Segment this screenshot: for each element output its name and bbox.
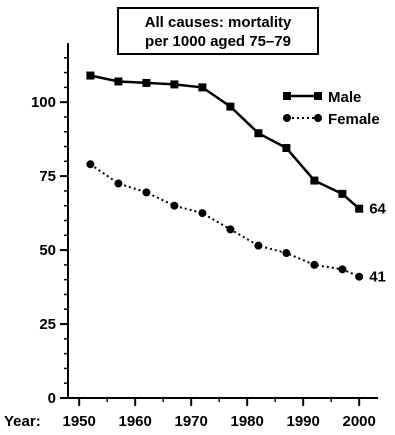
x-tick-label: 1950 bbox=[63, 413, 96, 430]
series-layer bbox=[86, 71, 364, 281]
male-data-point bbox=[282, 144, 291, 153]
x-tick-label: 1990 bbox=[287, 413, 320, 430]
female-data-point bbox=[355, 272, 364, 281]
x-axis-label: Year: bbox=[4, 413, 41, 430]
x-tick-label: 1960 bbox=[119, 413, 152, 430]
female-data-point bbox=[282, 249, 291, 258]
legend-male-marker-start bbox=[283, 92, 291, 100]
male-data-point bbox=[114, 77, 123, 86]
female-data-point bbox=[254, 241, 263, 250]
legend-female-marker-end bbox=[314, 114, 322, 122]
legend-male-marker-end bbox=[314, 92, 322, 100]
y-tick-label: 100 bbox=[31, 94, 56, 111]
female-data-point bbox=[226, 225, 235, 234]
male-data-point bbox=[338, 189, 347, 198]
female-data-point bbox=[198, 209, 207, 218]
female-data-point bbox=[170, 201, 179, 210]
female-data-point bbox=[338, 265, 347, 274]
legend-female-label: Female bbox=[328, 111, 380, 128]
y-tick-label: 0 bbox=[48, 390, 56, 407]
male-data-point bbox=[254, 129, 263, 138]
male-data-point bbox=[310, 176, 319, 185]
legend: Male Female bbox=[283, 89, 380, 128]
y-tick-label: 50 bbox=[39, 242, 56, 259]
female-series-line bbox=[89, 163, 360, 278]
chart-title-line-1: All causes: mortality bbox=[145, 14, 292, 31]
male-data-point bbox=[170, 80, 179, 89]
male-data-point bbox=[142, 78, 151, 87]
chart-title-line-2: per 1000 aged 75–79 bbox=[145, 33, 291, 50]
y-tick-label: 75 bbox=[39, 168, 56, 185]
legend-female-marker-start bbox=[283, 114, 291, 122]
title-box bbox=[117, 7, 319, 55]
male-data-point bbox=[86, 71, 95, 80]
x-tick-label: 1980 bbox=[231, 413, 264, 430]
male-data-point bbox=[355, 204, 364, 213]
x-tick-label: 2000 bbox=[343, 413, 376, 430]
y-tick-label: 25 bbox=[39, 316, 56, 333]
male-end-value-label: 64 bbox=[369, 201, 386, 218]
legend-male-label: Male bbox=[328, 89, 361, 106]
female-data-point bbox=[142, 188, 151, 197]
y-axis-ticks: 0 25 50 75 100 bbox=[31, 57, 68, 407]
x-tick-label: 1970 bbox=[175, 413, 208, 430]
female-data-point bbox=[310, 260, 319, 269]
female-data-point bbox=[114, 179, 123, 188]
male-data-point bbox=[198, 83, 207, 92]
male-data-point bbox=[226, 102, 235, 111]
x-axis-ticks: 1950 1960 1970 1980 1990 2000 bbox=[63, 398, 376, 430]
female-data-point bbox=[86, 160, 95, 169]
female-end-value-label: 41 bbox=[369, 269, 386, 286]
